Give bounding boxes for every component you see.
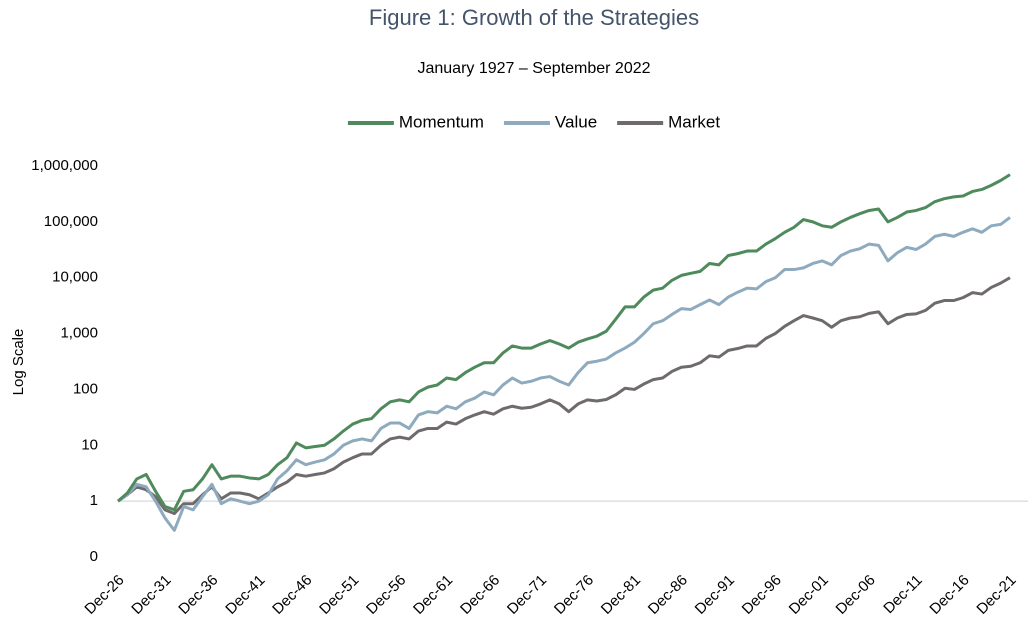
series-line [117, 276, 1011, 516]
series-line [117, 173, 1011, 512]
x-tick-label: Dec-66 [457, 572, 503, 618]
chart-title: Figure 1: Growth of the Strategies [369, 5, 699, 30]
chart-subtitle: January 1927 – September 2022 [417, 60, 650, 77]
x-tick-label: Dec-01 [786, 572, 832, 618]
x-tick-label: Dec-61 [410, 572, 456, 618]
x-tick-label: Dec-56 [363, 572, 409, 618]
x-tick-label: Dec-36 [175, 572, 221, 618]
y-tick-label: 0 [90, 548, 98, 565]
x-tick-label: Dec-76 [551, 572, 597, 618]
series-line [117, 216, 1011, 532]
y-tick-label: 10 [81, 436, 98, 453]
y-tick-label: 1,000,000 [31, 157, 98, 174]
legend: Momentum Value Market [347, 112, 720, 131]
x-tick-label: Dec-26 [81, 572, 127, 618]
y-tick-label: 1,000 [60, 325, 98, 342]
x-tick-label: Dec-71 [504, 572, 550, 618]
x-tick-label: Dec-91 [692, 572, 738, 618]
x-tick-label: Dec-21 [973, 572, 1019, 618]
legend-label: Momentum [399, 112, 484, 131]
legend-label: Value [555, 112, 597, 131]
x-tick-label: Dec-81 [598, 572, 644, 618]
y-tick-label: 1 [90, 492, 98, 509]
x-tick-label: Dec-06 [833, 572, 879, 618]
x-tick-label: Dec-31 [128, 572, 174, 618]
x-tick-label: Dec-16 [926, 572, 972, 618]
x-tick-label: Dec-86 [645, 572, 691, 618]
y-tick-label: 10,000 [52, 269, 98, 286]
y-tick-label: 100,000 [44, 213, 98, 230]
x-tick-label: Dec-41 [222, 572, 268, 618]
legend-label: Market [668, 112, 720, 131]
x-tick-label: Dec-51 [316, 572, 362, 618]
x-tick-label: Dec-96 [739, 572, 785, 618]
x-tick-label: Dec-11 [880, 572, 925, 617]
y-tick-label: 100 [73, 380, 98, 397]
y-axis-title: Log Scale [10, 329, 27, 396]
x-tick-label: Dec-46 [269, 572, 315, 618]
